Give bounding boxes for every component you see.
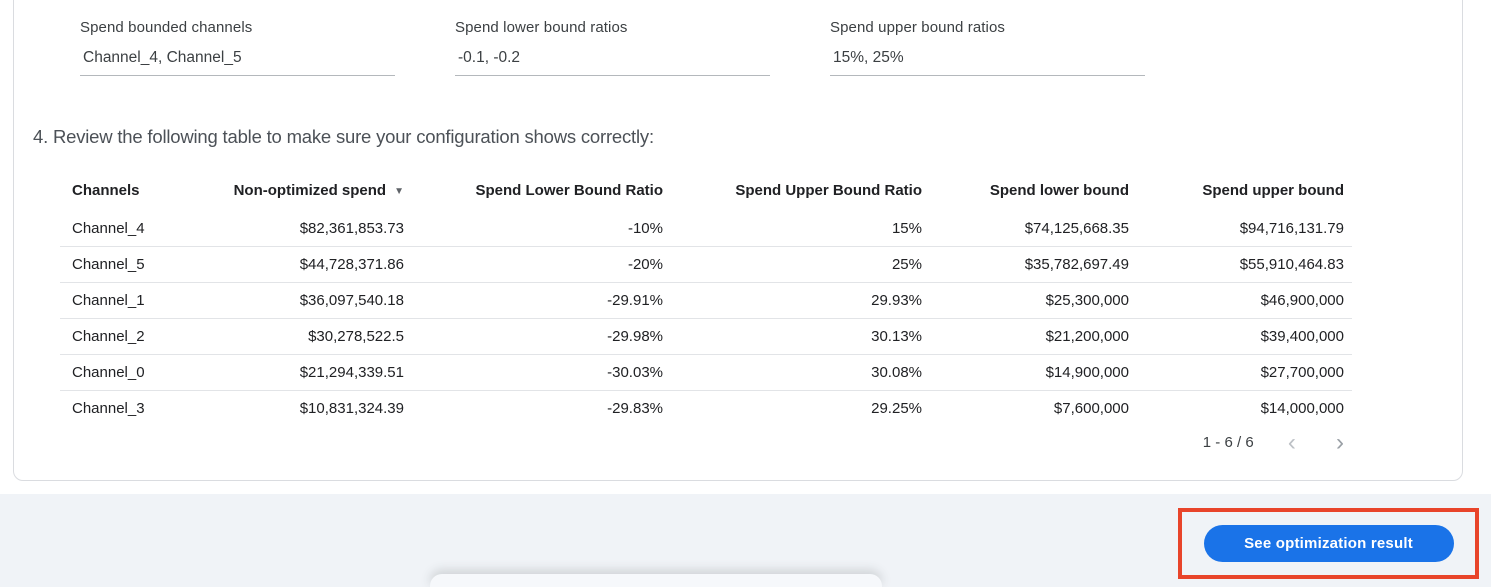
upper-bound-cell: $14,000,000	[1260, 400, 1344, 417]
col-header-label: Non-optimized spend	[233, 182, 387, 199]
channel-cell: Channel_4	[72, 220, 145, 237]
upper-bound-cell: $46,900,000	[1260, 292, 1344, 309]
lower-ratio-cell: -20%	[627, 256, 663, 273]
col-header-label: Spend upper bound	[1202, 182, 1344, 199]
spend-bounded-channels-input[interactable]: Channel_4, Channel_5	[80, 49, 395, 76]
table-row: Channel_3 $10,831,324.39 -29.83% 29.25% …	[60, 391, 1352, 427]
col-header-channels[interactable]: Channels	[60, 178, 212, 211]
table-row: Channel_4 $82,361,853.73 -10% 15% $74,12…	[60, 211, 1352, 247]
spend-lower-bound-ratios-input[interactable]: -0.1, -0.2	[455, 49, 770, 76]
table-pagination: 1 - 6 / 6 ‹ ›	[60, 429, 1352, 456]
col-header-label: Spend lower bound	[989, 182, 1129, 199]
upper-ratio-cell: 30.13%	[871, 328, 922, 345]
upper-ratio-cell: 30.08%	[871, 364, 922, 381]
upper-bound-cell: $94,716,131.79	[1239, 220, 1344, 237]
spend-cell: $44,728,371.86	[299, 256, 404, 273]
lower-bound-cell: $7,600,000	[1053, 400, 1129, 417]
spend-cell: $10,831,324.39	[299, 400, 404, 417]
form-fields-row: Spend bounded channels Channel_4, Channe…	[14, 0, 1462, 76]
table-header-row: Channels Non-optimized spend ▼ Spend Lowe…	[60, 178, 1352, 211]
upper-bound-cell: $27,700,000	[1260, 364, 1344, 381]
upper-bound-cell: $39,400,000	[1260, 328, 1344, 345]
table-row: Channel_1 $36,097,540.18 -29.91% 29.93% …	[60, 283, 1352, 319]
lower-ratio-cell: -29.91%	[607, 292, 663, 309]
spend-upper-bound-ratios-input[interactable]: 15%, 25%	[830, 49, 1145, 76]
col-header-non-optimized-spend[interactable]: Non-optimized spend ▼	[212, 178, 412, 211]
col-header-spend-lower-bound-ratio[interactable]: Spend Lower Bound Ratio	[412, 178, 671, 211]
lower-ratio-cell: -29.98%	[607, 328, 663, 345]
bottom-sheet-edge	[430, 574, 882, 587]
field-spend-lower-bound-ratios: Spend lower bound ratios -0.1, -0.2	[455, 19, 770, 76]
spend-cell: $82,361,853.73	[299, 220, 404, 237]
sort-desc-icon[interactable]: ▼	[394, 186, 404, 197]
col-header-label: Spend Lower Bound Ratio	[475, 182, 664, 199]
field-label: Spend lower bound ratios	[455, 19, 628, 36]
review-instruction-text: 4. Review the following table to make su…	[33, 126, 654, 147]
col-header-spend-upper-bound-ratio[interactable]: Spend Upper Bound Ratio	[671, 178, 930, 211]
page-range-label: 1 - 6 / 6	[1202, 434, 1254, 451]
field-label: Spend bounded channels	[80, 19, 253, 36]
lower-bound-cell: $25,300,000	[1045, 292, 1129, 309]
upper-bound-cell: $55,910,464.83	[1239, 256, 1344, 273]
lower-bound-cell: $21,200,000	[1045, 328, 1129, 345]
chevron-left-icon[interactable]: ‹	[1287, 429, 1296, 456]
table-row: Channel_2 $30,278,522.5 -29.98% 30.13% $…	[60, 319, 1352, 355]
spend-cell: $36,097,540.18	[299, 292, 404, 309]
field-label: Spend upper bound ratios	[830, 19, 1006, 36]
col-header-spend-upper-bound[interactable]: Spend upper bound	[1137, 178, 1352, 211]
lower-bound-cell: $14,900,000	[1045, 364, 1129, 381]
col-header-label: Spend Upper Bound Ratio	[735, 182, 922, 199]
channel-cell: Channel_0	[72, 364, 145, 381]
spend-cell: $30,278,522.5	[308, 328, 404, 345]
spend-cell: $21,294,339.51	[299, 364, 404, 381]
table-row: Channel_0 $21,294,339.51 -30.03% 30.08% …	[60, 355, 1352, 391]
field-spend-bounded-channels: Spend bounded channels Channel_4, Channe…	[80, 19, 395, 76]
config-card: Spend bounded channels Channel_4, Channe…	[13, 0, 1463, 481]
table-row: Channel_5 $44,728,371.86 -20% 25% $35,78…	[60, 247, 1352, 283]
field-spend-upper-bound-ratios: Spend upper bound ratios 15%, 25%	[830, 19, 1145, 76]
channel-cell: Channel_3	[72, 400, 145, 417]
chevron-right-icon[interactable]: ›	[1336, 429, 1344, 456]
config-table: Channels Non-optimized spend ▼ Spend Lowe…	[60, 178, 1352, 426]
upper-ratio-cell: 15%	[891, 220, 922, 237]
upper-ratio-cell: 25%	[891, 256, 922, 273]
upper-ratio-cell: 29.93%	[871, 292, 922, 309]
channel-cell: Channel_2	[72, 328, 145, 345]
lower-ratio-cell: -29.83%	[607, 400, 663, 417]
col-header-label: Channels	[72, 182, 140, 199]
lower-bound-cell: $35,782,697.49	[1024, 256, 1129, 273]
lower-bound-cell: $74,125,668.35	[1024, 220, 1129, 237]
annotation-highlight-box: See optimization result	[1178, 508, 1479, 579]
col-header-spend-lower-bound[interactable]: Spend lower bound	[930, 178, 1137, 211]
channel-cell: Channel_1	[72, 292, 145, 309]
upper-ratio-cell: 29.25%	[871, 400, 922, 417]
lower-ratio-cell: -30.03%	[607, 364, 663, 381]
lower-ratio-cell: -10%	[627, 220, 663, 237]
channel-cell: Channel_5	[72, 256, 145, 273]
see-optimization-result-button[interactable]: See optimization result	[1203, 525, 1454, 562]
